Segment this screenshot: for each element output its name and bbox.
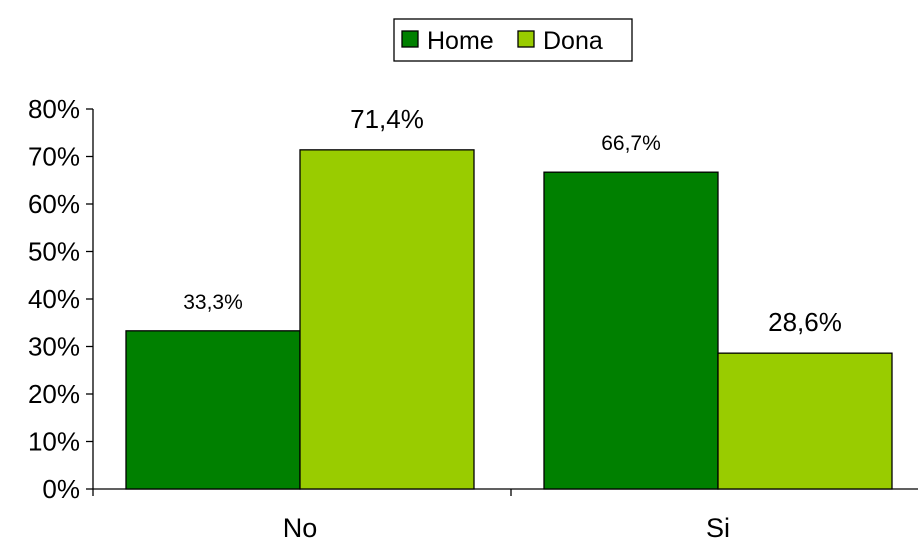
bar-home-si	[543, 171, 719, 490]
axes: 0% 10% 20% 30% 40% 50% 60% 70% 80% No Si	[28, 94, 918, 542]
y-tick-label: 10%	[28, 427, 80, 457]
legend-swatch-dona	[517, 30, 535, 48]
data-labels: 33,3% 71,4% 66,7% 28,6%	[183, 104, 842, 337]
legend: Home Dona	[393, 18, 633, 62]
x-category-label: Si	[706, 513, 730, 542]
legend-label-home: Home	[427, 27, 494, 55]
data-label: 28,6%	[768, 307, 842, 337]
legend-box	[393, 18, 633, 62]
bar-dona-si	[717, 352, 893, 490]
y-tick-label: 60%	[28, 189, 80, 219]
y-tick-label: 20%	[28, 379, 80, 409]
y-tick-label: 40%	[28, 284, 80, 314]
x-category-label: No	[283, 513, 318, 542]
y-tick-label: 0%	[42, 474, 80, 504]
y-tick-label: 50%	[28, 237, 80, 267]
data-label: 33,3%	[183, 291, 243, 314]
y-tick-label: 80%	[28, 94, 80, 124]
y-tick-label: 30%	[28, 332, 80, 362]
legend-label-dona: Dona	[543, 27, 603, 55]
y-tick-label: 70%	[28, 142, 80, 172]
bar-home-no	[125, 330, 301, 490]
bar-dona-no	[299, 149, 475, 490]
legend-swatch-home	[401, 30, 419, 48]
data-label: 71,4%	[350, 104, 424, 134]
bars	[125, 149, 893, 490]
data-label: 66,7%	[601, 132, 661, 155]
